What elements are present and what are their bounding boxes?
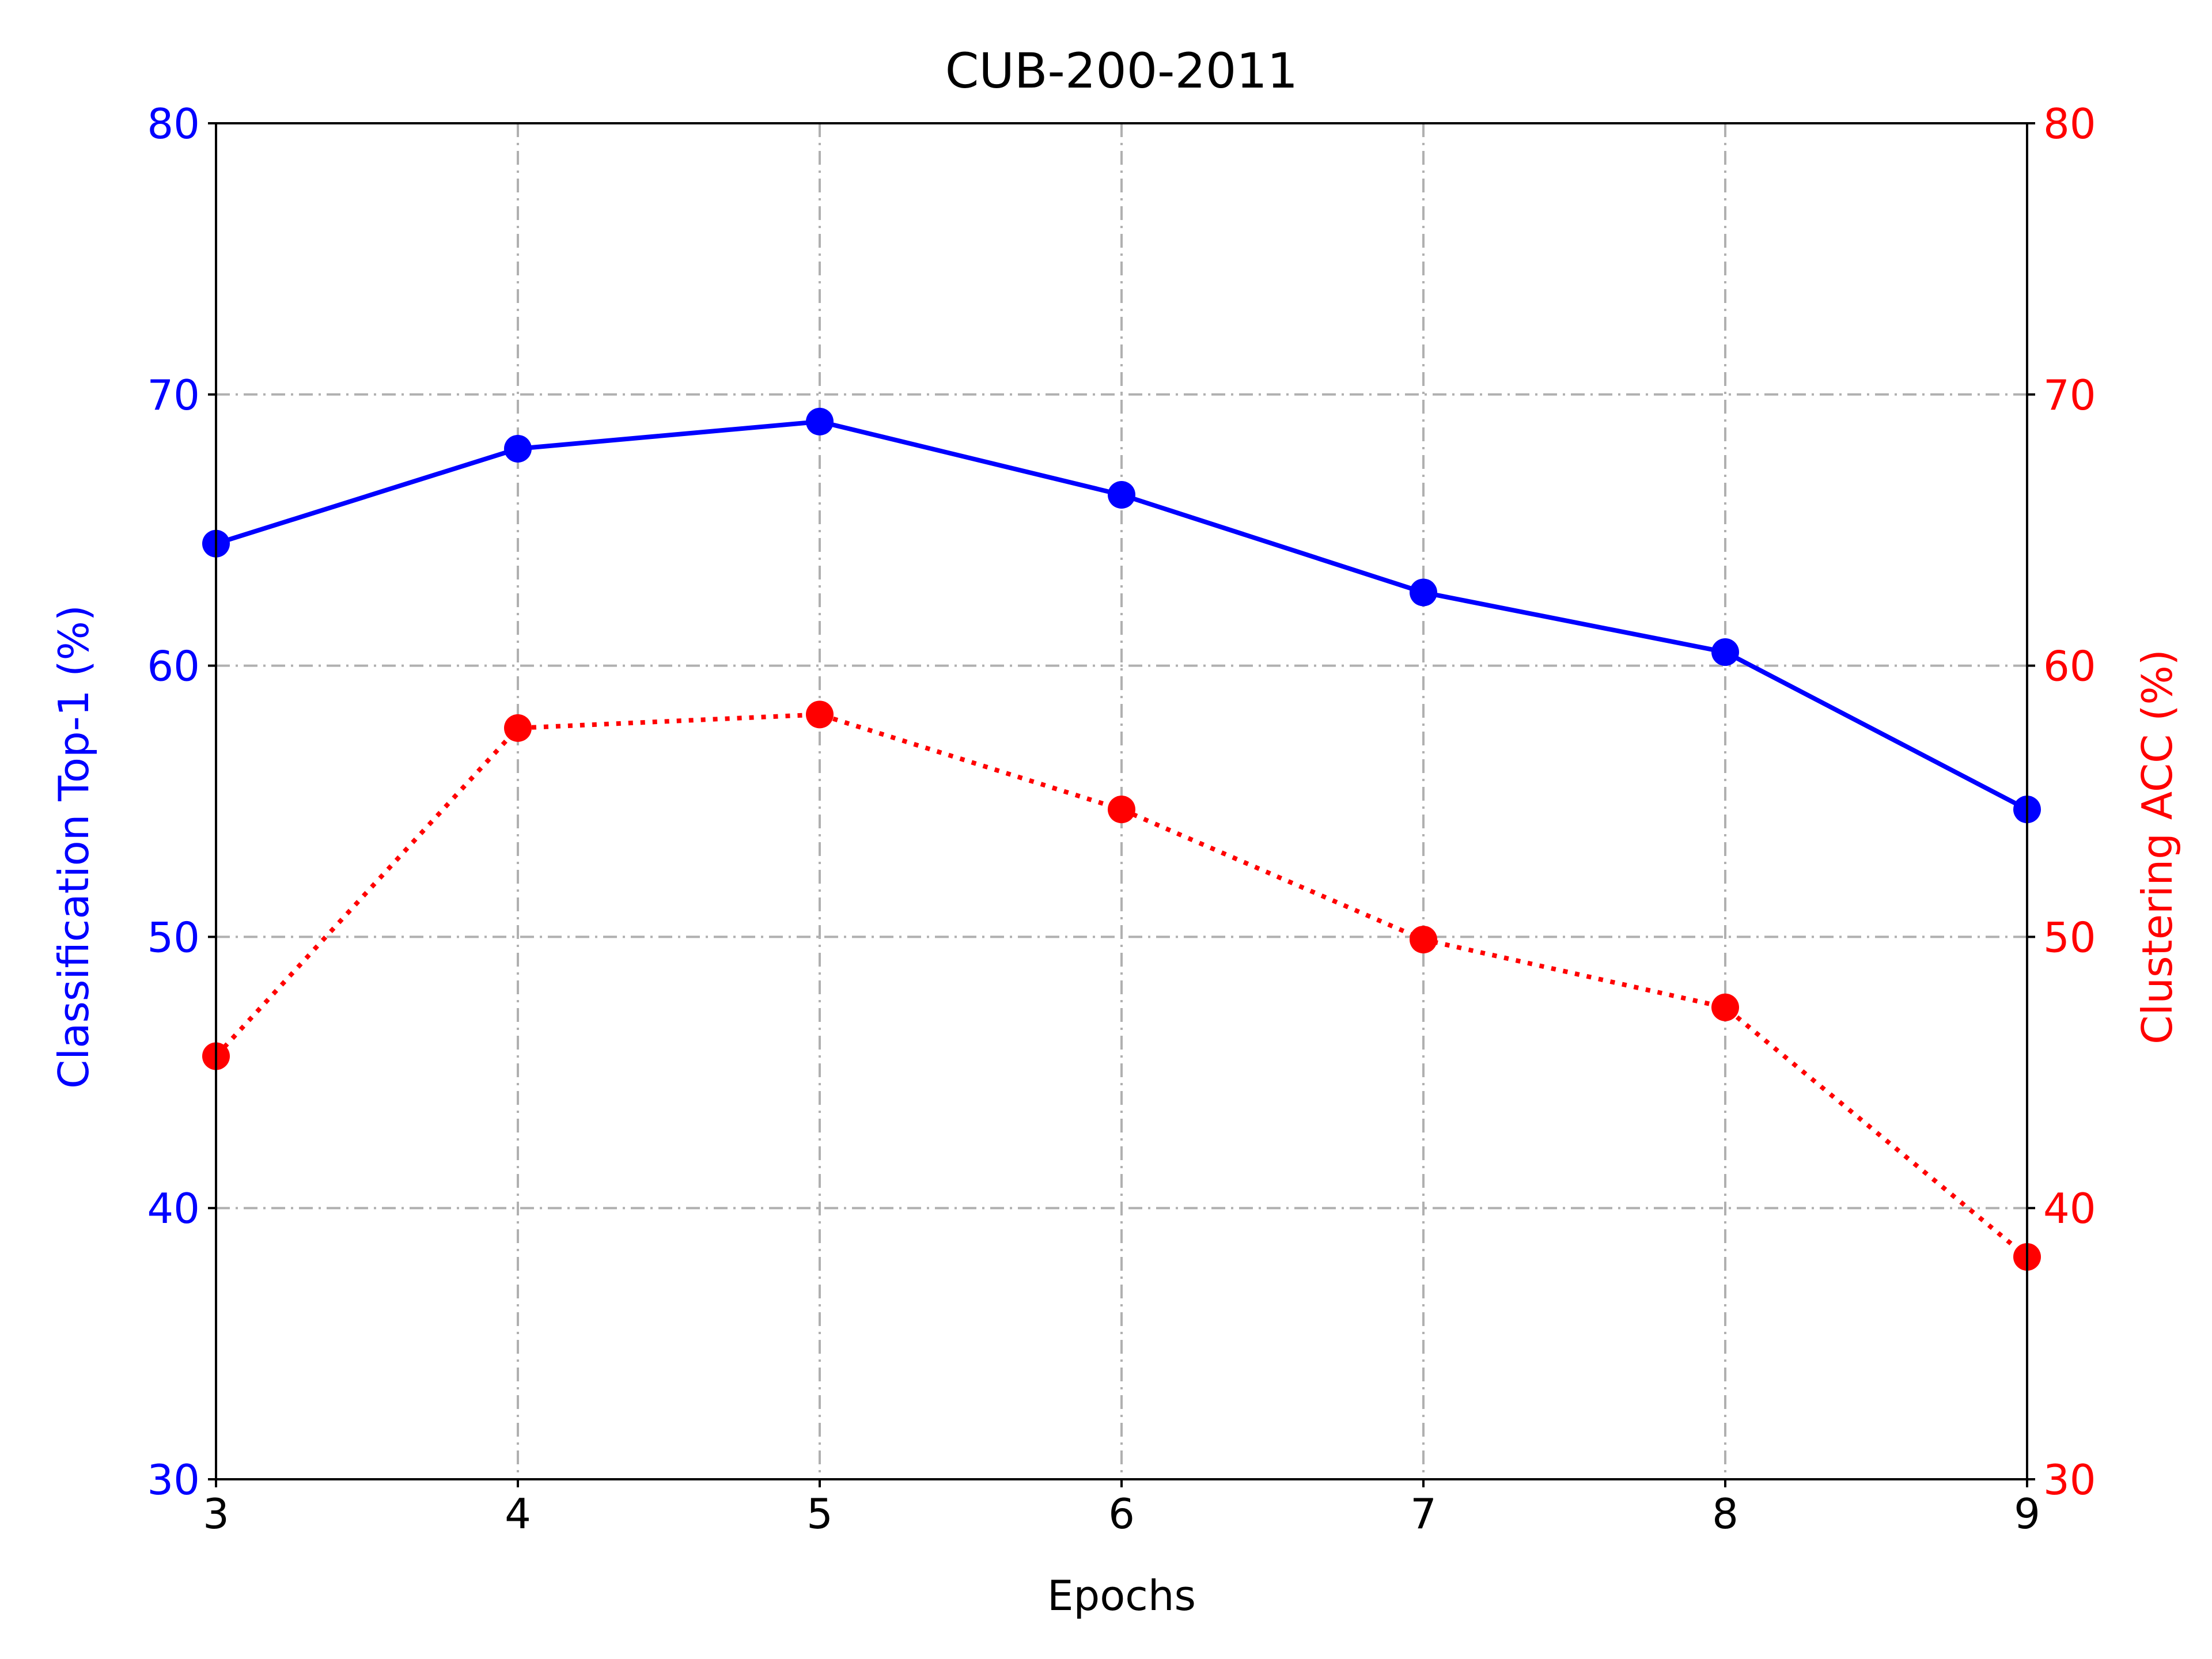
y-tick-label-left: 40 — [147, 1184, 200, 1233]
x-tick-label: 3 — [203, 1490, 229, 1538]
x-tick-label: 8 — [1712, 1490, 1738, 1538]
y-tick-label-right: 60 — [2043, 642, 2096, 691]
y-axis-label-left: Classification Top-1 (%) — [50, 605, 98, 1089]
y-tick-label-right: 70 — [2043, 371, 2096, 419]
series-point-left — [1711, 638, 1739, 666]
series-point-right — [1108, 796, 1135, 824]
x-tick-label: 6 — [1108, 1490, 1135, 1538]
series-point-right — [1711, 993, 1739, 1021]
x-axis-label: Epochs — [1047, 1571, 1196, 1620]
series-point-left — [806, 407, 834, 435]
series-point-left — [504, 434, 532, 463]
chart-title: CUB-200-2011 — [945, 43, 1298, 99]
series-point-right — [504, 714, 532, 742]
y-tick-label-right: 40 — [2043, 1184, 2096, 1233]
x-tick-label: 5 — [806, 1490, 833, 1538]
series-point-left — [1108, 480, 1135, 509]
y-tick-label-right: 30 — [2043, 1456, 2096, 1504]
y-tick-label-left: 60 — [147, 642, 200, 691]
x-tick-label: 9 — [2014, 1490, 2040, 1538]
series-point-right — [806, 700, 834, 729]
series-layer — [202, 407, 2041, 1271]
x-tick-label: 7 — [1410, 1490, 1437, 1538]
y-tick-label-left: 50 — [147, 913, 200, 961]
y-tick-label-left: 70 — [147, 371, 200, 419]
x-tick-label: 4 — [505, 1490, 531, 1538]
y-tick-label-left: 80 — [147, 100, 200, 148]
grid — [216, 123, 2027, 1479]
series-point-right — [1410, 926, 1437, 954]
y-axis-label-right: Clustering ACC (%) — [2133, 649, 2181, 1044]
series-point-left — [1410, 578, 1437, 607]
y-tick-label-left: 30 — [147, 1456, 200, 1504]
y-tick-label-right: 50 — [2043, 913, 2096, 961]
y-tick-label-right: 80 — [2043, 100, 2096, 148]
